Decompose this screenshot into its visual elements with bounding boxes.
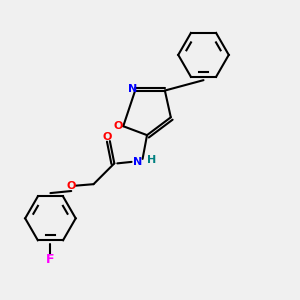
- Text: H: H: [147, 155, 156, 165]
- Text: N: N: [134, 157, 143, 167]
- Text: N: N: [128, 84, 137, 94]
- Text: O: O: [113, 121, 123, 131]
- Text: O: O: [67, 181, 76, 191]
- Text: F: F: [46, 254, 55, 266]
- Text: O: O: [102, 132, 112, 142]
